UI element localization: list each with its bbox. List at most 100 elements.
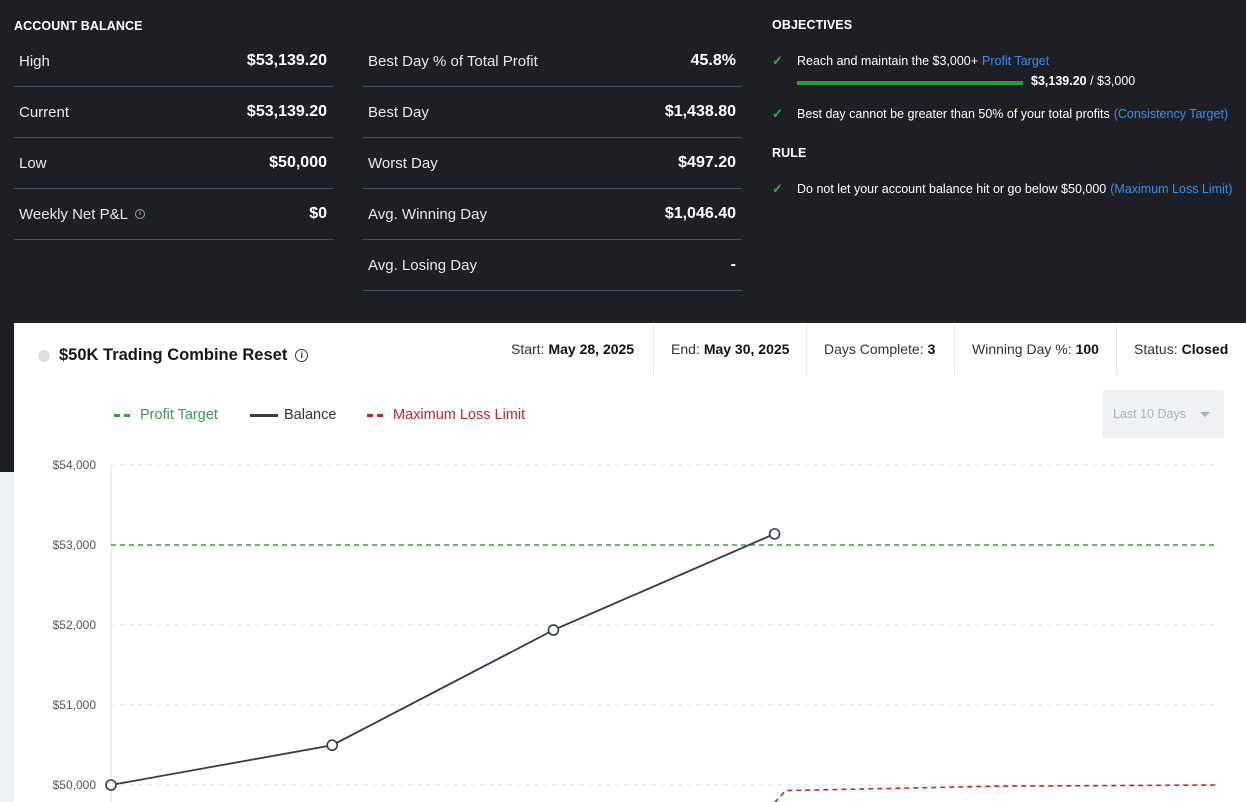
meta-label: Winning Day %: <box>972 341 1072 357</box>
y-tick-label: $51,000 <box>53 698 97 712</box>
check-icon: ✓ <box>772 106 783 121</box>
stat-value: $53,139.20 <box>246 103 327 120</box>
meta-label: Days Complete: <box>824 341 924 357</box>
stat-value: $50,000 <box>269 154 327 171</box>
balance-point <box>768 528 781 540</box>
stat-row: Current $53,139.20 <box>14 87 333 138</box>
progress-target: / $3,000 <box>1086 74 1136 88</box>
profit-progress-bar <box>797 81 1023 85</box>
stat-row: Worst Day $497.20 <box>363 138 742 189</box>
progress-current: $3,139.20 <box>1031 74 1087 88</box>
stat-label-text: Avg. Winning Day <box>368 205 487 223</box>
check-icon: ✓ <box>772 53 783 68</box>
dashed-line-icon <box>114 413 134 417</box>
meta-value: May 30, 2025 <box>703 341 790 357</box>
range-select[interactable]: Last 10 Days <box>1102 390 1224 438</box>
stat-row: High $53,139.20 <box>14 36 333 87</box>
meta-value: May 28, 2025 <box>548 341 635 357</box>
stat-value: 45.8% <box>690 52 736 69</box>
stat-label: Worst Day <box>368 155 438 172</box>
consistency-target-link[interactable]: (Consistency Target) <box>1113 107 1229 121</box>
stat-value: $497.20 <box>678 154 736 171</box>
meta-label: End: <box>671 341 700 357</box>
account-balance-title: ACCOUNT BALANCE <box>14 19 143 33</box>
stat-label: Low <box>19 155 47 172</box>
stat-label: Current <box>19 104 69 121</box>
stat-label-text: Worst Day <box>368 154 438 172</box>
rule-max-loss: ✓ Do not let your account balance hit or… <box>772 181 1233 197</box>
objective-profit-target: ✓ Reach and maintain the $3,000+ Profit … <box>772 53 1049 69</box>
meta-value: Closed <box>1181 341 1229 357</box>
stat-label-text: Current <box>19 103 70 121</box>
legend-label: Profit Target <box>140 407 218 423</box>
profit-target-link[interactable]: Profit Target <box>982 54 1050 68</box>
combine-card: $50K Trading Combine Reset i Start: May 2… <box>14 323 1246 802</box>
chevron-down-icon <box>1199 411 1210 417</box>
stat-value: - <box>730 256 736 273</box>
info-icon[interactable]: i <box>295 349 309 362</box>
stat-row: Best Day $1,438.80 <box>363 87 742 138</box>
stat-row: Avg. Losing Day - <box>363 240 742 291</box>
stat-label: Best Day % of Total Profit <box>368 53 538 70</box>
stat-label-text: Best Day <box>368 103 429 121</box>
range-select-value: Last 10 Days <box>1113 407 1186 421</box>
stat-label-text: Best Day % of Total Profit <box>368 52 538 70</box>
legend-balance[interactable]: Balance <box>250 407 336 423</box>
stat-label: High <box>19 53 50 70</box>
check-icon: ✓ <box>772 181 783 196</box>
meta-end: End: May 30, 2025 <box>653 323 789 375</box>
legend-label: Maximum Loss Limit <box>393 407 526 423</box>
objective-consistency: ✓ Best day cannot be greater than 50% of… <box>772 106 1228 122</box>
solid-line-icon <box>250 413 278 417</box>
y-tick-label: $54,000 <box>53 458 97 472</box>
objective-text: Best day cannot be greater than 50% of y… <box>797 107 1110 121</box>
legend-label: Balance <box>284 407 337 423</box>
objectives-title: OBJECTIVES <box>772 18 853 32</box>
stat-value: $53,139.20 <box>246 52 327 69</box>
meta-status: Status: Closed <box>1116 323 1228 375</box>
y-tick-label: $50,000 <box>53 778 97 792</box>
meta-label: Status: <box>1134 341 1178 357</box>
stat-value: $1,046.40 <box>664 205 736 222</box>
balance-point <box>326 739 339 752</box>
balance-point <box>547 624 560 636</box>
stat-row: Best Day % of Total Profit 45.8% <box>363 36 742 87</box>
info-icon[interactable]: i <box>134 209 145 219</box>
meta-days-complete: Days Complete: 3 <box>806 323 935 375</box>
stat-label-text: High <box>19 52 50 70</box>
y-tick-label: $53,000 <box>53 538 97 552</box>
stat-value: $0 <box>309 205 327 222</box>
stat-label: Weekly Net P&L i <box>19 206 145 223</box>
stat-value: $1,438.80 <box>664 103 736 120</box>
legend-profit-target[interactable]: Profit Target <box>114 407 218 423</box>
stat-label: Avg. Winning Day <box>368 206 487 223</box>
stat-label-text: Avg. Losing Day <box>368 256 477 274</box>
meta-label: Start: <box>511 341 545 357</box>
balance-line <box>110 533 775 786</box>
objective-text: Reach and maintain the $3,000+ <box>797 54 979 68</box>
maximum-loss-limit-link[interactable]: (Maximum Loss Limit) <box>1110 182 1233 196</box>
balance-point <box>105 779 117 791</box>
meta-value: 3 <box>927 341 936 357</box>
stat-label-text: Weekly Net P&L <box>19 205 128 223</box>
stat-row: Low $50,000 <box>14 138 333 189</box>
stat-label: Best Day <box>368 104 429 121</box>
meta-value: 100 <box>1075 341 1099 357</box>
card-title: $50K Trading Combine Reset i <box>38 346 309 365</box>
meta-winning-day: Winning Day %: 100 <box>954 323 1099 375</box>
stat-row: Avg. Winning Day $1,046.40 <box>363 189 742 240</box>
rule-title: RULE <box>772 146 807 160</box>
rule-text: Do not let your account balance hit or g… <box>797 182 1107 196</box>
status-dot <box>38 349 50 362</box>
page-background <box>0 472 14 802</box>
stat-row: Weekly Net P&L i $0 <box>14 189 333 240</box>
max-loss-line <box>774 784 1218 802</box>
stat-label-text: Low <box>19 154 47 172</box>
dashed-line-icon <box>367 413 387 417</box>
combine-title: $50K Trading Combine Reset <box>59 346 288 364</box>
stat-label: Avg. Losing Day <box>368 257 477 274</box>
meta-start: Start: May 28, 2025 <box>494 323 634 375</box>
profit-progress-text: $3,139.20 / $3,000 <box>1031 74 1135 88</box>
legend-max-loss[interactable]: Maximum Loss Limit <box>367 407 525 423</box>
